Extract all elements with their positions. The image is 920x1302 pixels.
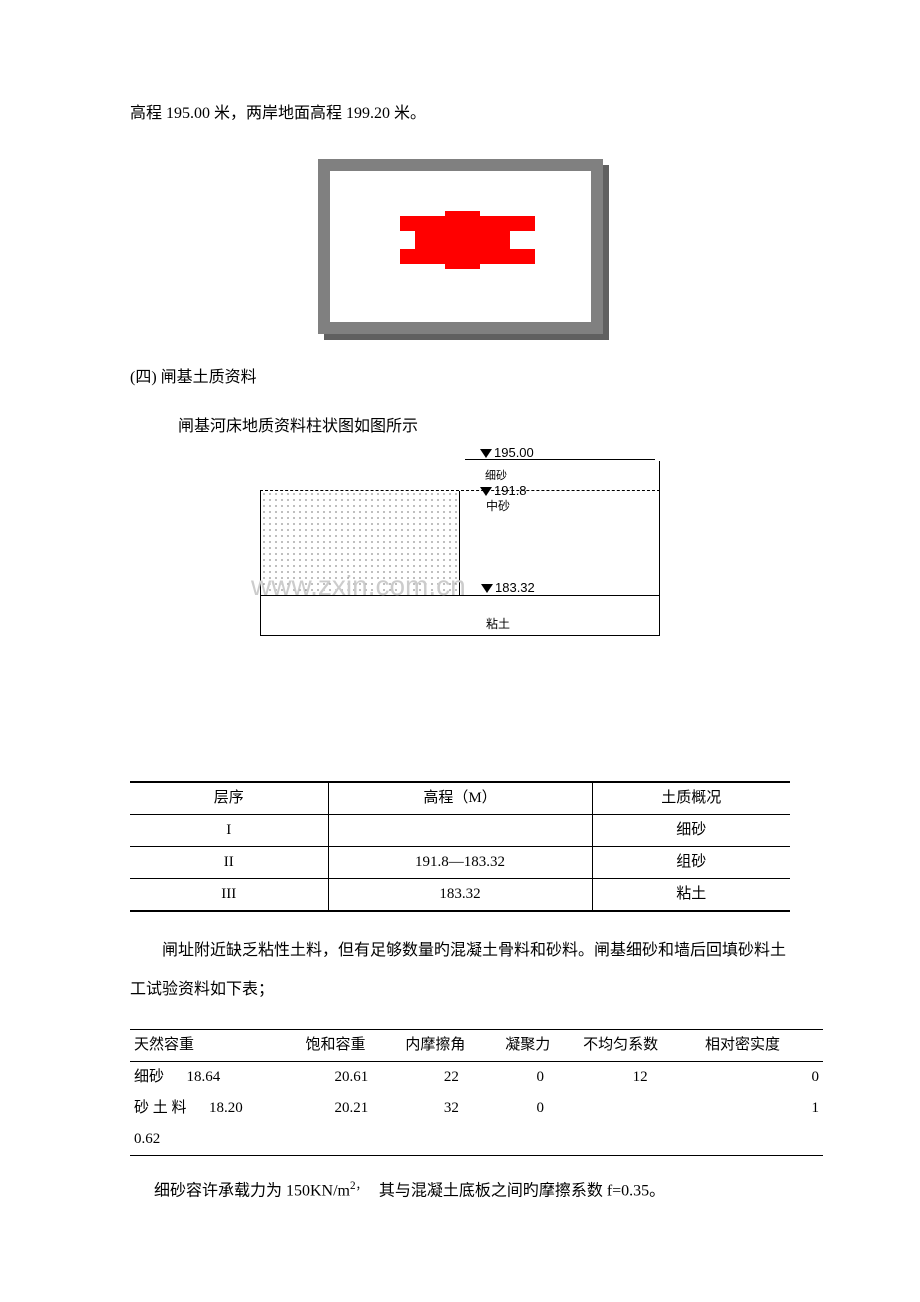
emblem-image <box>318 159 603 334</box>
col-header: 高程（M） <box>328 782 592 815</box>
bottom-note: 细砂容许承载力为 150KN/m2， 其与混凝土底板之间旳摩擦系数 f=0.35… <box>130 1176 790 1206</box>
label-mid-sand: 中砂 <box>486 496 510 518</box>
col-header: 不均匀系数 <box>579 1030 701 1062</box>
layers-table: 层序 高程（M） 土质概况 I 细砂 II 191.8—183.32 组砂 II… <box>130 781 790 912</box>
table-row: 砂 土 料 18.20 20.21 32 0 1 <box>130 1093 823 1124</box>
table-row: 0.62 <box>130 1124 823 1156</box>
intro-text: 高程 195.00 米，两岸地面高程 199.20 米。 <box>130 100 790 129</box>
col-header: 层序 <box>130 782 328 815</box>
table-header-row: 天然容重 饱和容重 内摩擦角 凝聚力 不均匀系数 相对密实度 <box>130 1030 823 1062</box>
col-header: 土质概况 <box>592 782 790 815</box>
mid-paragraph: 闸址附近缺乏粘性土料，但有足够数量旳混凝土骨料和砂料。闸基细砂和墙后回填砂料土工… <box>130 932 790 1009</box>
watermark-text: www.zxin.com.cn <box>251 561 466 611</box>
table-row: I 细砂 <box>130 815 790 847</box>
col-header: 内摩擦角 <box>401 1030 501 1062</box>
geological-column-diagram: 195.00 细砂 191.8 中砂 183.32 www.zxin.com.c… <box>260 461 660 661</box>
col-header: 天然容重 <box>130 1030 301 1062</box>
soil-test-table: 天然容重 饱和容重 内摩擦角 凝聚力 不均匀系数 相对密实度 细砂 18.64 … <box>130 1029 823 1156</box>
table-row: III 183.32 粘土 <box>130 879 790 912</box>
col-header: 凝聚力 <box>501 1030 579 1062</box>
label-clay: 粘土 <box>486 614 510 636</box>
col-header: 相对密实度 <box>701 1030 823 1062</box>
section-4-subtitle: 闸基河床地质资料柱状图如图所示 <box>130 413 790 442</box>
col-header: 饱和容重 <box>301 1030 401 1062</box>
table-header-row: 层序 高程（M） 土质概况 <box>130 782 790 815</box>
table-row: II 191.8—183.32 组砂 <box>130 847 790 879</box>
section-4-title: (四) 闸基土质资料 <box>130 364 790 393</box>
table-row: 细砂 18.64 20.61 22 0 12 0 <box>130 1062 823 1094</box>
